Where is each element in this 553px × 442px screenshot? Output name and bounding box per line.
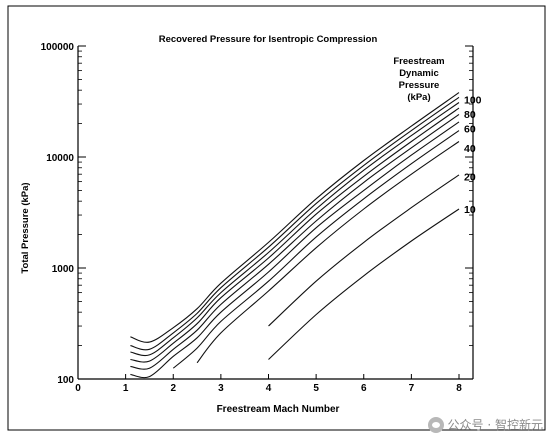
series-line-90 [130, 102, 460, 357]
series-line-10 [268, 208, 460, 360]
y-tick-label: 1000 [52, 264, 75, 275]
series-line-50 [172, 130, 460, 369]
figure-border [7, 5, 546, 431]
axes: 100 1000 10000 100000 0 1 2 3 4 5 6 7 8 [41, 42, 474, 394]
x-tick-label: 8 [456, 383, 462, 394]
curve-label-20: 20 [464, 171, 476, 183]
x-tick-label: 4 [266, 383, 272, 394]
series-layer [130, 92, 460, 379]
curve-label-60: 60 [464, 124, 476, 136]
legend-title-line: Dynamic [399, 68, 439, 79]
x-tick-label: 0 [75, 383, 81, 394]
watermark-text: 公众号 · 智控新元 [447, 418, 543, 432]
y-tick-label: 100 [57, 375, 74, 386]
y-tick-label: 10000 [46, 153, 74, 164]
x-tick-label: 1 [123, 383, 129, 394]
series-line-20 [268, 174, 460, 327]
legend-title-line: Pressure [399, 80, 440, 91]
series-line-100 [130, 96, 460, 351]
legend-title-line: (kPa) [407, 92, 430, 103]
x-tick-label: 7 [409, 383, 415, 394]
x-tick-label: 5 [313, 383, 319, 394]
legend-title-line: Freestream [393, 56, 444, 67]
series-line-70 [130, 113, 460, 370]
watermark: 公众号 · 智控新元 [427, 416, 543, 433]
y-axis-label: Total Pressure (kPa) [20, 182, 31, 273]
wechat-icon [427, 416, 444, 433]
y-tick-label: 100000 [41, 42, 75, 53]
x-tick-label: 3 [218, 383, 224, 394]
series-line-60 [130, 121, 460, 379]
series-line-40 [196, 141, 460, 364]
x-tick-label: 2 [170, 383, 176, 394]
curve-label-100: 100 [464, 94, 482, 106]
x-axis-label: Freestream Mach Number [217, 404, 340, 415]
curve-label-40: 40 [464, 143, 476, 155]
chart-title: Recovered Pressure for Isentropic Compre… [159, 34, 378, 45]
curve-label-10: 10 [464, 204, 476, 216]
curve-label-80: 80 [464, 109, 476, 121]
series-line-110 [130, 92, 460, 343]
x-tick-label: 6 [361, 383, 367, 394]
series-line-80 [130, 107, 460, 363]
